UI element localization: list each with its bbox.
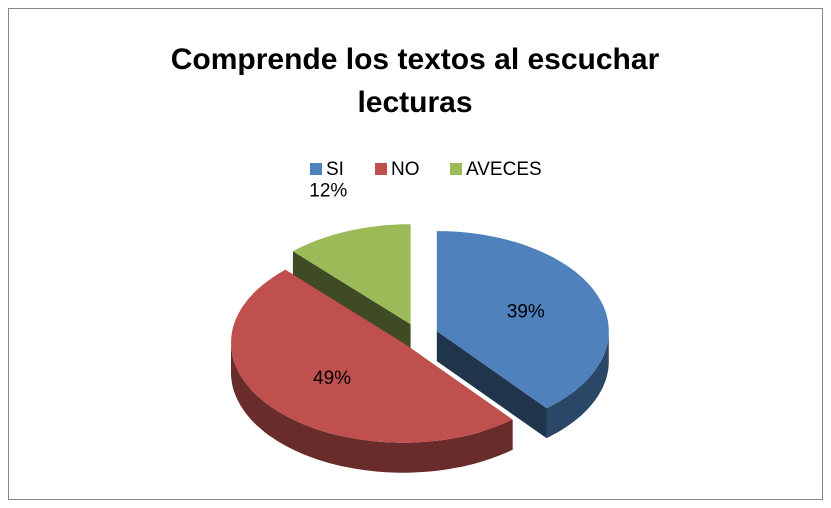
slice-side (546, 331, 609, 439)
slice (292, 224, 411, 325)
slice-side (231, 342, 513, 473)
legend-swatch (310, 163, 322, 175)
slice-cut-face (292, 251, 411, 355)
data-label: 12% (309, 180, 347, 201)
legend-label: SI (326, 159, 344, 180)
slice (436, 231, 609, 409)
legend-swatch (375, 163, 387, 175)
legend-swatch (450, 163, 462, 175)
slice-group: 49% (231, 269, 513, 473)
slice-cut-face (436, 331, 547, 439)
data-label: 39% (507, 301, 545, 322)
chart-title: Comprende los textos al escuchar lectura… (170, 43, 660, 119)
slice (231, 269, 513, 443)
slice-group: 39% (436, 231, 609, 439)
slice-group: 12% (292, 180, 411, 355)
legend-label: AVECES (466, 159, 542, 180)
data-label: 49% (313, 368, 351, 389)
legend-label: NO (391, 159, 420, 180)
